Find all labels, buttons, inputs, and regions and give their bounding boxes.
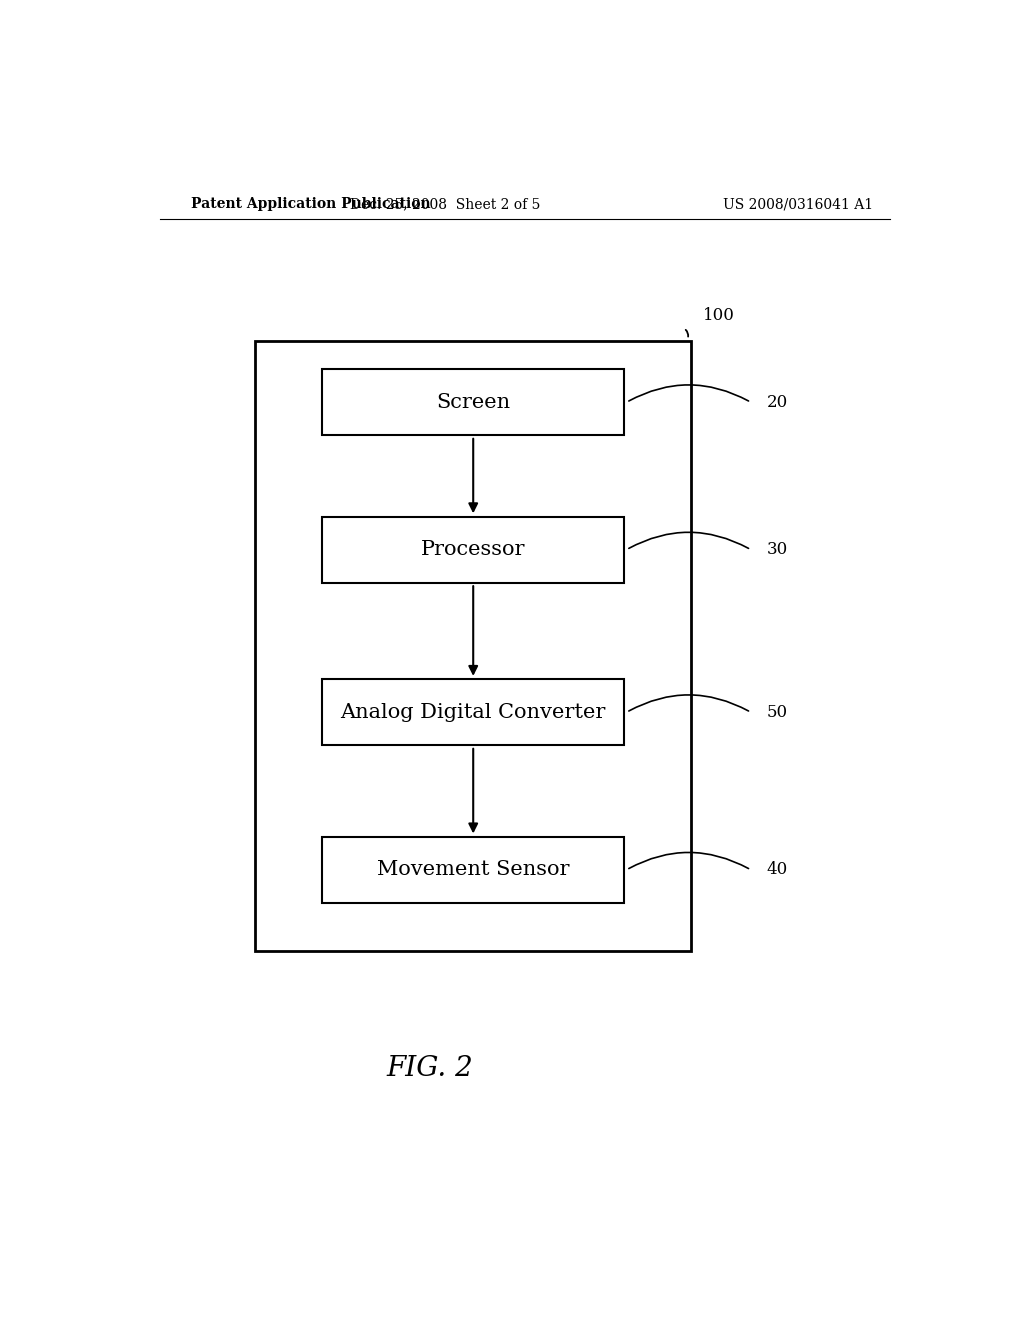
Text: 20: 20 <box>767 393 788 411</box>
Text: 100: 100 <box>703 308 735 325</box>
FancyBboxPatch shape <box>323 516 624 582</box>
FancyBboxPatch shape <box>323 837 624 903</box>
Text: 30: 30 <box>767 541 788 558</box>
Text: FIG. 2: FIG. 2 <box>386 1055 473 1081</box>
Text: Screen: Screen <box>436 393 510 412</box>
Text: Patent Application Publication: Patent Application Publication <box>191 197 431 211</box>
FancyBboxPatch shape <box>323 370 624 436</box>
Text: 40: 40 <box>767 862 788 878</box>
Text: US 2008/0316041 A1: US 2008/0316041 A1 <box>723 197 873 211</box>
Text: Analog Digital Converter: Analog Digital Converter <box>341 702 606 722</box>
Text: 50: 50 <box>767 704 788 721</box>
Text: Movement Sensor: Movement Sensor <box>377 861 569 879</box>
FancyBboxPatch shape <box>323 680 624 746</box>
Text: Processor: Processor <box>421 540 525 560</box>
FancyBboxPatch shape <box>255 342 691 952</box>
Text: Dec. 25, 2008  Sheet 2 of 5: Dec. 25, 2008 Sheet 2 of 5 <box>350 197 541 211</box>
